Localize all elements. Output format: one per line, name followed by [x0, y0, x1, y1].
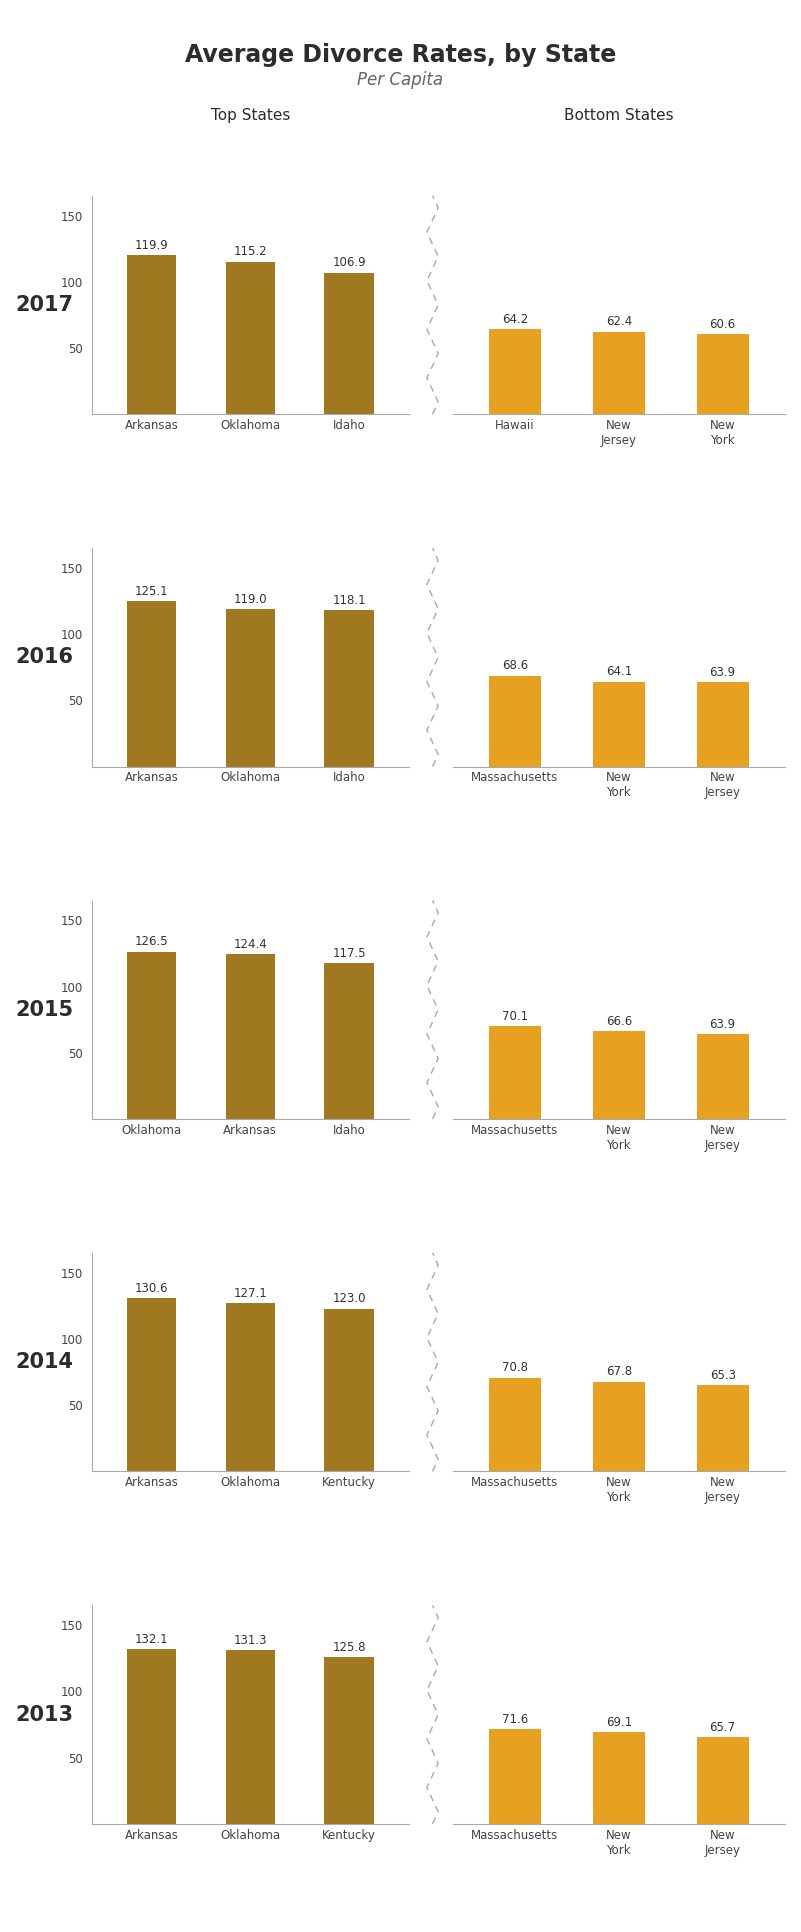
Bar — [697, 1385, 749, 1472]
Bar — [697, 334, 749, 413]
Text: 118.1: 118.1 — [332, 593, 366, 607]
Text: 126.5: 126.5 — [135, 935, 168, 949]
Text: 119.9: 119.9 — [135, 240, 168, 253]
Text: 60.6: 60.6 — [710, 317, 735, 330]
Bar — [593, 1032, 645, 1119]
Bar — [489, 1026, 541, 1119]
Bar — [127, 601, 176, 767]
Text: Top States: Top States — [211, 108, 290, 124]
Bar — [324, 272, 374, 413]
Text: 119.0: 119.0 — [234, 593, 267, 607]
Bar — [226, 954, 275, 1119]
Text: 66.6: 66.6 — [606, 1014, 632, 1028]
Text: 68.6: 68.6 — [502, 659, 528, 672]
Text: Bottom States: Bottom States — [564, 108, 674, 124]
Text: 130.6: 130.6 — [135, 1283, 168, 1294]
Text: 127.1: 127.1 — [233, 1287, 268, 1300]
Bar — [226, 1302, 275, 1472]
Text: 2015: 2015 — [15, 999, 73, 1020]
Text: Per Capita: Per Capita — [357, 71, 444, 89]
Text: 117.5: 117.5 — [332, 947, 366, 960]
Text: 62.4: 62.4 — [606, 315, 632, 328]
Bar — [127, 951, 176, 1119]
Bar — [489, 328, 541, 413]
Text: 124.4: 124.4 — [233, 937, 268, 951]
Bar — [324, 964, 374, 1119]
Text: 63.9: 63.9 — [710, 667, 735, 678]
Text: 69.1: 69.1 — [606, 1716, 632, 1729]
Text: 2016: 2016 — [15, 647, 73, 667]
Bar — [697, 682, 749, 767]
Bar — [593, 332, 645, 413]
Text: 65.3: 65.3 — [710, 1368, 735, 1381]
Bar — [593, 1733, 645, 1824]
Bar — [127, 255, 176, 413]
Text: 71.6: 71.6 — [501, 1712, 528, 1725]
Text: 125.1: 125.1 — [135, 585, 168, 597]
Text: Average Divorce Rates, by State: Average Divorce Rates, by State — [185, 43, 616, 66]
Bar — [489, 1729, 541, 1824]
Bar — [324, 611, 374, 767]
Bar — [127, 1648, 176, 1824]
Text: 65.7: 65.7 — [710, 1721, 735, 1733]
Bar — [226, 1650, 275, 1824]
Bar — [593, 682, 645, 767]
Text: 2014: 2014 — [15, 1352, 73, 1372]
Bar — [127, 1298, 176, 1472]
Text: 64.2: 64.2 — [501, 313, 528, 327]
Text: 70.1: 70.1 — [502, 1010, 528, 1022]
Bar — [593, 1381, 645, 1472]
Text: 132.1: 132.1 — [135, 1633, 168, 1646]
Bar — [489, 676, 541, 767]
Bar — [226, 609, 275, 767]
Text: 70.8: 70.8 — [502, 1362, 528, 1374]
Text: 63.9: 63.9 — [710, 1018, 735, 1032]
Bar — [324, 1658, 374, 1824]
Text: 131.3: 131.3 — [234, 1634, 267, 1646]
Text: 106.9: 106.9 — [332, 257, 366, 269]
Text: 64.1: 64.1 — [606, 665, 632, 678]
Bar — [697, 1737, 749, 1824]
Text: 2013: 2013 — [15, 1704, 73, 1725]
Bar — [324, 1308, 374, 1472]
Text: 115.2: 115.2 — [234, 245, 267, 259]
Text: 125.8: 125.8 — [332, 1640, 366, 1654]
Bar — [489, 1378, 541, 1472]
Bar — [226, 261, 275, 413]
Text: 123.0: 123.0 — [332, 1293, 366, 1306]
Bar — [697, 1034, 749, 1119]
Text: 67.8: 67.8 — [606, 1366, 632, 1378]
Text: 2017: 2017 — [15, 296, 73, 315]
